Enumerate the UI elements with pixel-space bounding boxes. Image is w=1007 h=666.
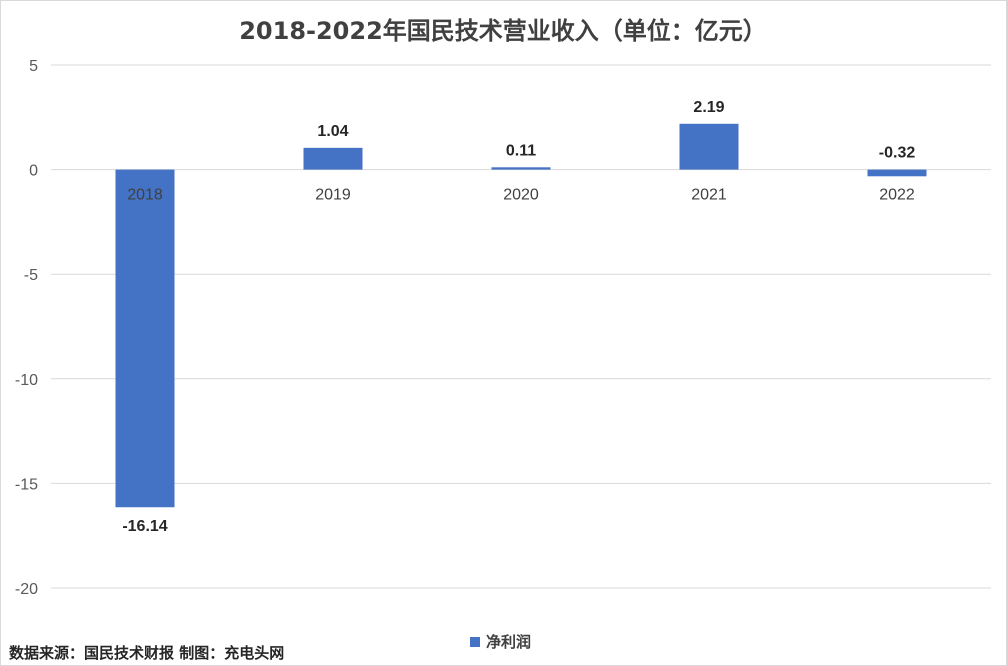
data-label: 2.19 xyxy=(693,99,724,116)
x-category-label: 2021 xyxy=(691,187,727,204)
x-axis-categories: 2018 2019 2020 2021 2022 xyxy=(127,187,915,204)
data-label: -0.32 xyxy=(879,145,916,162)
y-tick-label: 0 xyxy=(29,163,38,180)
legend-label: 净利润 xyxy=(486,633,531,651)
legend-swatch xyxy=(470,637,480,647)
bar xyxy=(867,169,927,177)
x-category-label: 2018 xyxy=(127,187,163,204)
chart-title: 2018-2022年国民技术营业收入（单位：亿元） xyxy=(239,17,767,45)
x-category-label: 2020 xyxy=(503,187,539,204)
bars xyxy=(115,123,927,508)
x-category-label: 2022 xyxy=(879,187,915,204)
y-tick-label: -15 xyxy=(15,476,38,493)
data-label: 1.04 xyxy=(317,123,348,140)
bar xyxy=(115,169,175,508)
data-label: 0.11 xyxy=(506,142,536,159)
y-tick-label: -5 xyxy=(24,267,38,284)
data-labels: -16.14 1.04 0.11 2.19 -0.32 xyxy=(122,99,915,535)
y-tick-label: 5 xyxy=(29,58,38,75)
source-note: 数据来源：国民技术财报 制图：充电头网 xyxy=(9,644,284,662)
bar xyxy=(303,147,363,170)
bar xyxy=(491,167,551,170)
bar xyxy=(679,123,739,170)
y-tick-label: -20 xyxy=(15,581,38,598)
x-category-label: 2019 xyxy=(315,187,351,204)
gridlines xyxy=(51,64,991,589)
data-label: -16.14 xyxy=(122,518,167,535)
y-axis-ticks: 5 0 -5 -10 -15 -20 xyxy=(15,58,38,598)
y-tick-label: -10 xyxy=(15,372,38,389)
legend: 净利润 xyxy=(470,633,531,651)
